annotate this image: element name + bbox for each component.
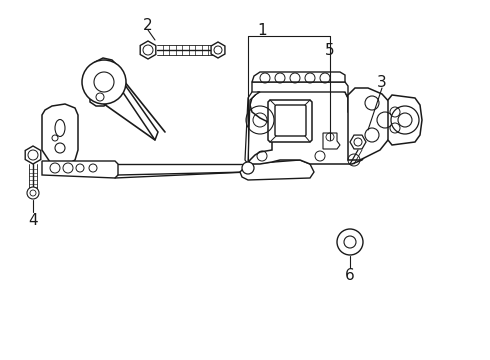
Polygon shape	[388, 95, 422, 145]
Circle shape	[391, 106, 419, 134]
Text: 3: 3	[377, 75, 387, 90]
Circle shape	[337, 229, 363, 255]
Text: 1: 1	[257, 23, 267, 37]
Text: 4: 4	[28, 212, 38, 228]
Polygon shape	[25, 146, 41, 164]
Polygon shape	[350, 135, 366, 149]
Polygon shape	[240, 160, 314, 180]
Polygon shape	[118, 75, 158, 140]
Text: 5: 5	[325, 42, 335, 58]
Polygon shape	[248, 90, 370, 164]
Polygon shape	[42, 104, 78, 165]
Polygon shape	[275, 105, 306, 136]
Circle shape	[27, 187, 39, 199]
Text: 6: 6	[345, 267, 355, 283]
Polygon shape	[252, 72, 345, 82]
Circle shape	[242, 162, 254, 174]
Polygon shape	[90, 58, 120, 106]
Polygon shape	[42, 161, 118, 178]
Polygon shape	[348, 88, 395, 160]
Polygon shape	[323, 133, 340, 149]
Polygon shape	[211, 42, 225, 58]
Polygon shape	[140, 41, 156, 59]
Polygon shape	[245, 92, 260, 164]
Text: 2: 2	[143, 18, 153, 32]
Circle shape	[82, 60, 126, 104]
Polygon shape	[252, 82, 348, 98]
Polygon shape	[268, 100, 312, 142]
